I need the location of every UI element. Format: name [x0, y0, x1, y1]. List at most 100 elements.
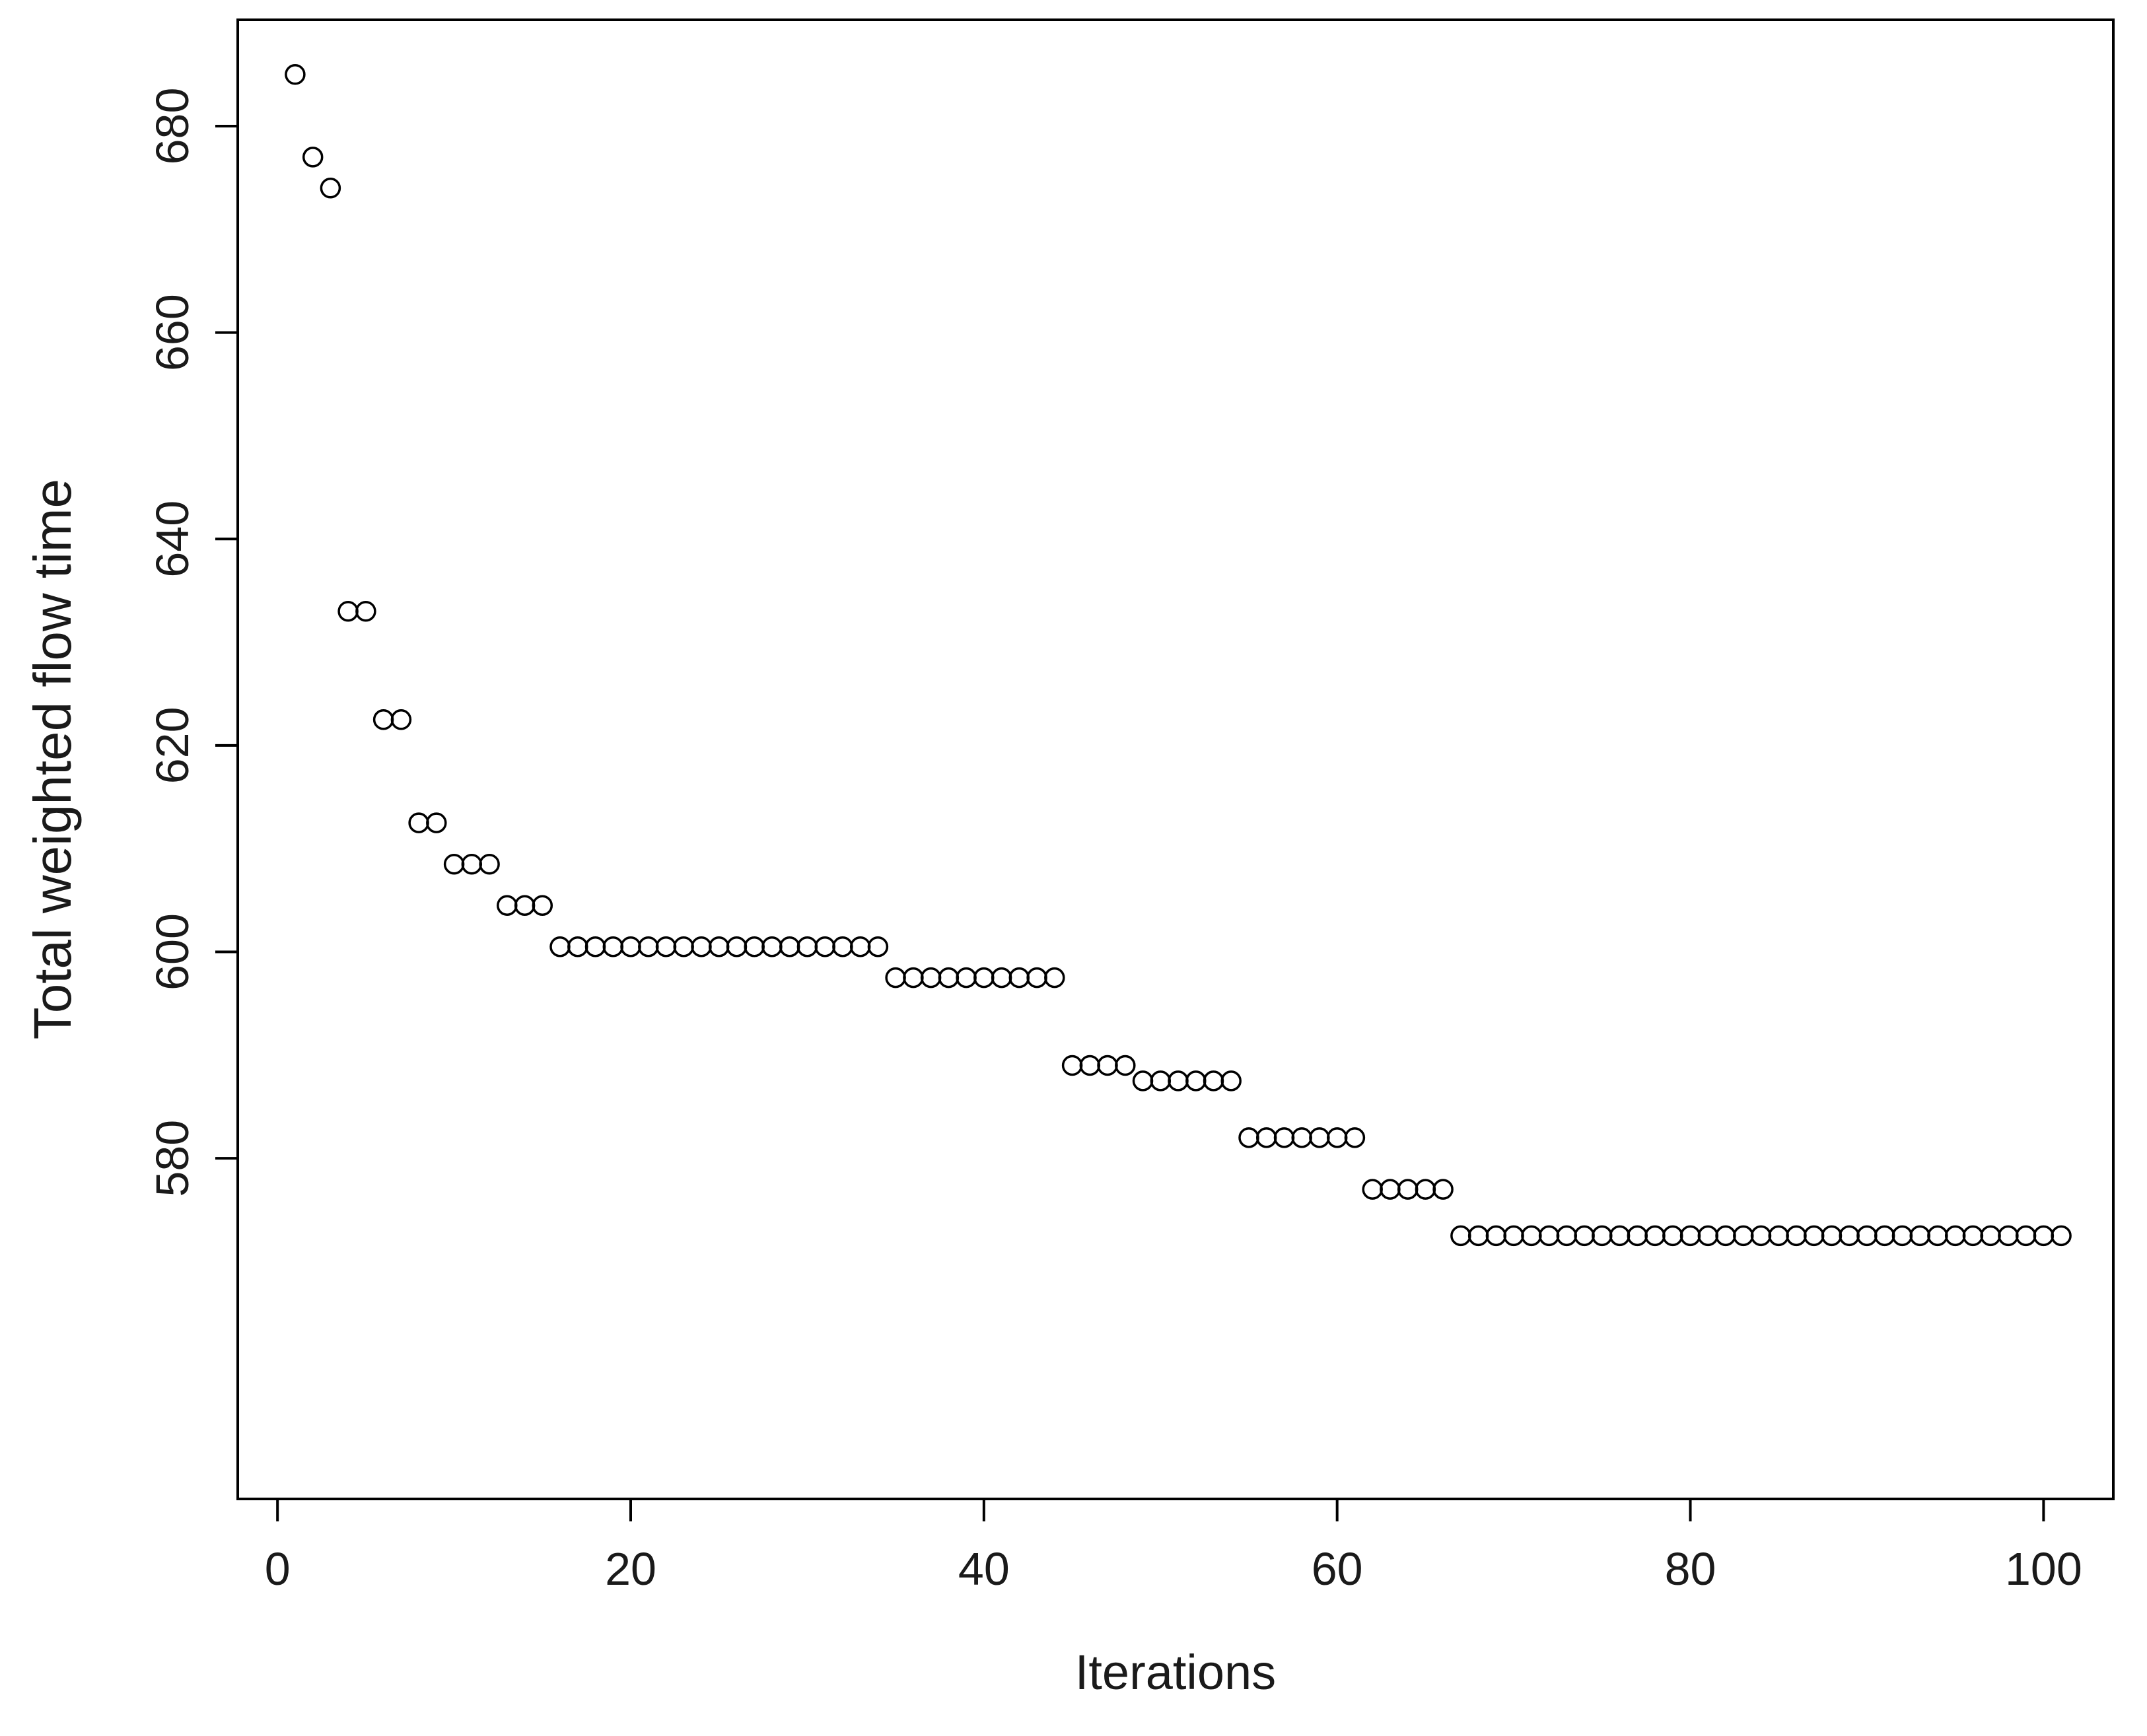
- data-point: [337, 600, 359, 622]
- data-point: [1874, 1225, 1895, 1247]
- data-point: [1150, 1070, 1172, 1092]
- data-point: [796, 936, 818, 957]
- data-point: [691, 936, 712, 957]
- data-point: [1715, 1225, 1736, 1247]
- data-point: [1556, 1225, 1578, 1247]
- data-point: [1538, 1225, 1560, 1247]
- data-point: [355, 600, 376, 622]
- data-point: [673, 936, 694, 957]
- data-point: [1962, 1225, 1984, 1247]
- data-point: [1662, 1225, 1683, 1247]
- data-point: [1679, 1225, 1701, 1247]
- data-point: [1185, 1070, 1207, 1092]
- data-point: [1891, 1225, 1913, 1247]
- data-point: [1786, 1225, 1807, 1247]
- data-point: [920, 967, 942, 989]
- data-point: [1450, 1225, 1471, 1247]
- data-point: [1856, 1225, 1878, 1247]
- data-point: [1079, 1055, 1101, 1076]
- x-tick-label: 0: [265, 1543, 291, 1595]
- data-point: [761, 936, 783, 957]
- data-point: [443, 853, 465, 875]
- data-point: [426, 812, 447, 833]
- data-point: [1733, 1225, 1754, 1247]
- data-point: [1008, 967, 1030, 989]
- data-point: [1909, 1225, 1930, 1247]
- data-point: [1344, 1127, 1366, 1148]
- data-point: [1168, 1070, 1189, 1092]
- x-tick-label: 100: [2005, 1543, 2082, 1595]
- data-point: [497, 895, 518, 916]
- data-point: [2015, 1225, 2037, 1247]
- data-point: [1821, 1225, 1843, 1247]
- data-point: [832, 936, 853, 957]
- data-point: [1503, 1225, 1524, 1247]
- data-point: [1803, 1225, 1825, 1247]
- x-axis-title: Iterations: [1074, 1645, 1277, 1700]
- data-point: [1609, 1225, 1631, 1247]
- data-point: [1415, 1179, 1436, 1200]
- data-point: [1485, 1225, 1507, 1247]
- data-point: [1026, 967, 1047, 989]
- y-axis-title: Total weighted flow time: [23, 479, 82, 1040]
- data-point: [867, 936, 889, 957]
- data-point: [1927, 1225, 1948, 1247]
- x-tick-label: 60: [1312, 1543, 1363, 1595]
- data-point: [584, 936, 606, 957]
- data-point: [602, 936, 624, 957]
- data-point: [885, 967, 906, 989]
- data-point: [903, 967, 924, 989]
- data-point: [726, 936, 748, 957]
- data-point: [1132, 1070, 1154, 1092]
- data-point: [1044, 967, 1065, 989]
- data-point: [1380, 1179, 1401, 1200]
- data-point: [1627, 1225, 1648, 1247]
- data-point: [1061, 1055, 1083, 1076]
- data-point: [1521, 1225, 1542, 1247]
- data-point: [779, 936, 800, 957]
- y-axis-title-wrap: Total weighted flow time: [17, 0, 89, 1519]
- data-point: [390, 709, 412, 730]
- data-point: [1697, 1225, 1719, 1247]
- data-point: [285, 64, 306, 85]
- data-point: [567, 936, 588, 957]
- data-point: [1097, 1055, 1118, 1076]
- y-tick-label: 680: [147, 88, 198, 165]
- data-point: [2033, 1225, 2055, 1247]
- data-point: [1291, 1127, 1312, 1148]
- data-point: [1644, 1225, 1666, 1247]
- data-point: [708, 936, 730, 957]
- data-point: [655, 936, 677, 957]
- data-point: [2051, 1225, 2072, 1247]
- data-point: [620, 936, 641, 957]
- y-tick-label: 600: [147, 913, 198, 990]
- y-tick-label: 660: [147, 294, 198, 371]
- data-point: [1115, 1055, 1136, 1076]
- data-point: [372, 709, 394, 730]
- y-tick-label: 620: [147, 707, 198, 784]
- data-point: [479, 853, 500, 875]
- data-point: [1220, 1070, 1242, 1092]
- data-point: [1397, 1179, 1419, 1200]
- data-point: [938, 967, 960, 989]
- data-point: [1362, 1179, 1383, 1200]
- data-point: [514, 895, 536, 916]
- data-point: [1768, 1225, 1789, 1247]
- data-point: [956, 967, 977, 989]
- data-point: [638, 936, 659, 957]
- data-point: [320, 178, 341, 199]
- data-point: [991, 967, 1012, 989]
- x-tick-label: 80: [1665, 1543, 1716, 1595]
- data-point: [1203, 1070, 1224, 1092]
- data-point: [1432, 1179, 1454, 1200]
- data-point: [1467, 1225, 1489, 1247]
- data-point: [549, 936, 571, 957]
- data-point: [814, 936, 835, 957]
- data-point: [302, 147, 324, 168]
- data-point: [408, 812, 429, 833]
- data-point: [1574, 1225, 1595, 1247]
- data-point: [1980, 1225, 2001, 1247]
- data-point: [1839, 1225, 1860, 1247]
